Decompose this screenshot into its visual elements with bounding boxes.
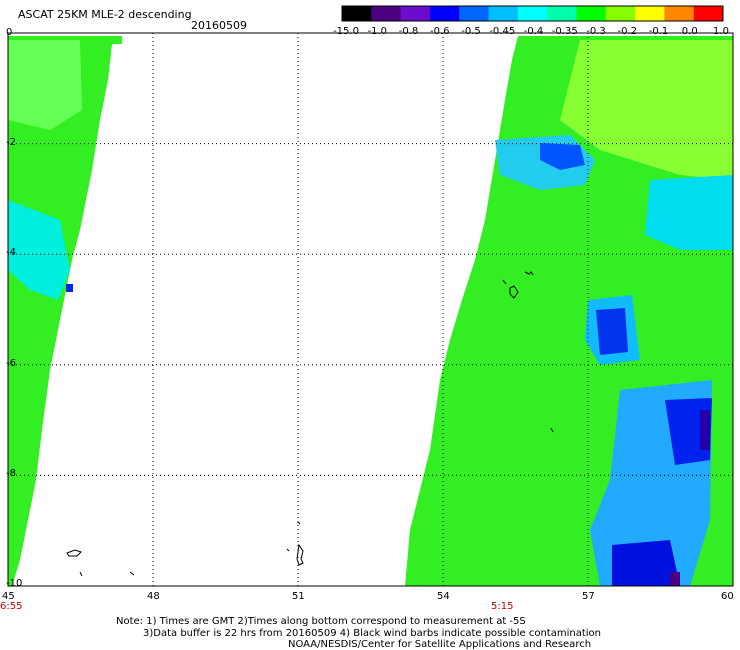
colorbar-segment — [459, 6, 490, 21]
coastlines — [66, 271, 554, 577]
note-line-2: 3)Data buffer is 22 hrs from 20160509 4)… — [143, 628, 601, 639]
island-outline — [79, 571, 83, 577]
x-tick-label: 60 — [721, 591, 734, 602]
island-outline — [296, 543, 304, 566]
map-date: 20160509 — [191, 19, 247, 32]
x-tick-label: 54 — [437, 591, 450, 602]
right-swath-blue-north — [540, 143, 585, 170]
colorbar — [341, 5, 724, 22]
island-outline — [66, 549, 82, 557]
plot-area — [7, 32, 734, 587]
colorbar-segment — [635, 6, 665, 21]
left-swath-time: 6:55 — [0, 601, 23, 612]
right-swath-blue-bottom — [612, 540, 680, 586]
right-swath — [405, 36, 733, 586]
y-tick-label: -2 — [6, 136, 16, 148]
colorbar-label: 0.0 — [681, 26, 698, 37]
colorbar-segment — [488, 6, 519, 21]
plot-frame — [7, 32, 734, 587]
colorbar-label: -0.2 — [617, 26, 638, 37]
colorbar-segment — [371, 6, 402, 21]
lat-lon-grid — [8, 33, 733, 586]
y-tick-label: -8 — [6, 468, 16, 480]
colorbar-segment — [429, 6, 460, 21]
colorbar-label: -0.1 — [648, 26, 669, 37]
colorbar-label: -0.4 — [523, 26, 544, 37]
left-swath-cyan-patch — [8, 200, 70, 300]
colorbar-segment — [605, 6, 636, 21]
colorbar-label: -0.35 — [551, 26, 578, 37]
left-swath — [8, 36, 122, 586]
y-tick-label: 0 — [6, 27, 13, 38]
right-swath-blue-center — [596, 308, 628, 355]
y-tick-label: -10 — [6, 578, 23, 589]
colorbar-label: -0.6 — [429, 26, 450, 37]
colorbar-segment — [576, 6, 607, 21]
left-swath-light-patch — [8, 40, 82, 130]
y-tick-label: -6 — [6, 357, 16, 369]
colorbar-label: -0.5 — [461, 26, 481, 37]
colorbar-frame — [341, 5, 724, 22]
note-line-1: Note: 1) Times are GMT 2)Times along bot… — [116, 616, 526, 627]
colorbar-segment — [547, 6, 577, 21]
x-tick-label: 51 — [292, 591, 305, 602]
island-outline — [502, 279, 519, 299]
right-swath-cyan-east — [645, 175, 733, 250]
right-swath-time: 5:15 — [491, 601, 514, 612]
colorbar-segment — [342, 6, 372, 21]
note-line-3: NOAA/NESDIS/Center for Satellite Applica… — [288, 639, 592, 650]
colorbar-segment — [693, 6, 724, 21]
colorbar-label: -0.8 — [398, 26, 419, 37]
colorbar-label: -0.3 — [586, 26, 606, 37]
island-outline — [297, 521, 301, 525]
y-tick-label: -4 — [6, 247, 16, 259]
map-title: ASCAT 25KM MLE-2 descending — [18, 8, 192, 21]
left-swath-blue-spot — [66, 284, 73, 292]
colorbar-label: -0.45 — [489, 26, 516, 37]
x-tick-label: 57 — [582, 591, 595, 602]
right-swath-purple-cell — [700, 410, 710, 450]
right-swath-purple-cell — [670, 572, 680, 586]
x-tick-label: 48 — [147, 591, 160, 602]
x-tick-label: 45 — [2, 591, 15, 602]
colorbar-label: -15.0 — [333, 26, 359, 37]
colorbar-segment — [400, 6, 431, 21]
colorbar-label: -1.0 — [367, 26, 388, 37]
colorbar-segment — [664, 6, 695, 21]
right-swath-light-green — [560, 40, 733, 180]
island-outline — [524, 271, 534, 276]
colorbar-segment — [517, 6, 548, 21]
island-outline — [129, 571, 135, 576]
island-outline — [286, 548, 290, 552]
colorbar-label: 1.0 — [713, 26, 729, 37]
left-swath-fill — [8, 36, 122, 586]
island-outline — [550, 427, 554, 433]
